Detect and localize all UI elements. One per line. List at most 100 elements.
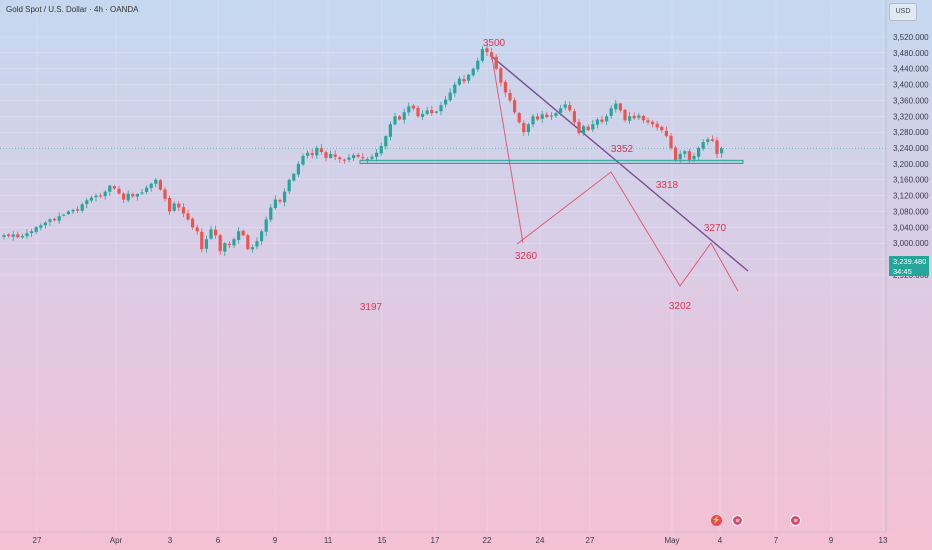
candle-up	[434, 111, 438, 113]
candle-up	[126, 193, 130, 201]
candle-down	[536, 116, 540, 120]
candle-up	[34, 227, 38, 232]
candle-down	[715, 140, 719, 154]
y-tick-label: 3,440.000	[893, 65, 929, 74]
candle-up	[379, 146, 383, 154]
x-tick-label: 3	[168, 536, 173, 545]
candle-up	[448, 92, 452, 101]
candle-up	[250, 247, 254, 250]
currency-button[interactable]: USD	[889, 3, 917, 21]
candle-up	[605, 116, 609, 122]
y-tick-label: 3,200.000	[893, 160, 929, 169]
candle-down	[112, 186, 116, 189]
candle-up	[480, 48, 484, 61]
candle-down	[494, 56, 498, 69]
candle-down	[122, 193, 126, 200]
candle-down	[669, 135, 673, 149]
candle-down	[398, 116, 402, 120]
candle-up	[80, 204, 84, 211]
x-tick-label: 9	[829, 536, 834, 545]
candle-down	[7, 234, 11, 237]
candle-up	[135, 194, 139, 197]
candle-down	[365, 159, 369, 161]
candle-up	[402, 112, 406, 120]
x-tick-label: 27	[33, 536, 42, 545]
candle-down	[338, 157, 342, 160]
candle-up	[554, 113, 558, 116]
us-flag-icon[interactable]: ≡	[790, 515, 801, 526]
candle-down	[333, 154, 337, 157]
candle-down	[177, 203, 181, 208]
candle-up	[269, 207, 273, 220]
candle-down	[186, 213, 190, 220]
candle-down	[651, 121, 655, 125]
candle-down	[16, 234, 20, 238]
candle-up	[393, 116, 397, 125]
candle-up	[329, 153, 333, 158]
candle-up	[531, 116, 535, 125]
candle-up	[692, 155, 696, 160]
candle-up	[697, 148, 701, 157]
candle-down	[508, 92, 512, 101]
candle-up	[57, 216, 61, 221]
candle-down	[319, 148, 323, 152]
x-tick-label: Apr	[110, 536, 123, 545]
last-price-tag: 3,239.480 34:45	[889, 256, 929, 276]
candle-up	[2, 235, 6, 237]
candle-down	[195, 227, 199, 232]
candle-up	[71, 209, 75, 212]
candle-up	[283, 191, 287, 203]
candle-up	[471, 68, 475, 76]
candle-up	[172, 203, 176, 211]
y-tick-label: 3,400.000	[893, 81, 929, 90]
candle-up	[273, 199, 277, 209]
y-tick-label: 3,280.000	[893, 128, 929, 137]
candle-up	[540, 114, 544, 119]
candle-down	[168, 198, 172, 212]
candle-up	[582, 126, 586, 134]
candle-up	[637, 115, 641, 118]
candle-down	[503, 81, 507, 93]
time-axis[interactable]: 27 Apr 3 6 9 11 15 17 22 24 27 May 4 7 9 13	[33, 536, 888, 545]
price-axis[interactable]: 3,520.000 3,480.000 3,440.000 3,400.000 3,36…	[893, 33, 929, 280]
candle-up	[457, 78, 461, 85]
x-tick-label: 22	[483, 536, 492, 545]
us-flag-icon[interactable]: ≡	[732, 515, 743, 526]
candle-up	[204, 239, 208, 249]
candle-up	[255, 241, 259, 247]
candle-down	[163, 189, 167, 199]
candle-up	[296, 163, 300, 175]
candle-down	[600, 119, 604, 122]
candle-down	[99, 195, 103, 197]
candle-up	[315, 148, 319, 156]
candle-down	[623, 109, 627, 121]
candle-up	[145, 187, 149, 193]
candle-down	[618, 103, 622, 111]
candle-down	[246, 235, 250, 250]
candle-up	[421, 113, 425, 117]
candle-up	[11, 234, 15, 237]
y-tick-label: 3,120.000	[893, 192, 929, 201]
candle-down	[641, 115, 645, 121]
candle-up	[591, 124, 595, 130]
candle-up	[701, 142, 705, 149]
lightning-icon[interactable]: ⚡	[711, 515, 722, 526]
candle-up	[352, 155, 356, 159]
candle-down	[324, 152, 328, 158]
y-tick-label: 3,160.000	[893, 176, 929, 185]
candle-up	[237, 231, 241, 240]
annotation-3260: 3260	[515, 251, 538, 262]
x-tick-label: 27	[586, 536, 595, 545]
candle-down	[131, 194, 135, 197]
y-tick-label: 3,000.000	[893, 239, 929, 248]
candle-down	[117, 188, 121, 194]
candle-down	[181, 207, 185, 214]
grid	[0, 147, 886, 149]
candle-up	[720, 148, 724, 154]
candle-up	[678, 153, 682, 160]
candle-up	[407, 106, 411, 113]
candle-down	[430, 109, 434, 114]
candle-up	[683, 151, 687, 154]
candle-up	[370, 156, 374, 159]
